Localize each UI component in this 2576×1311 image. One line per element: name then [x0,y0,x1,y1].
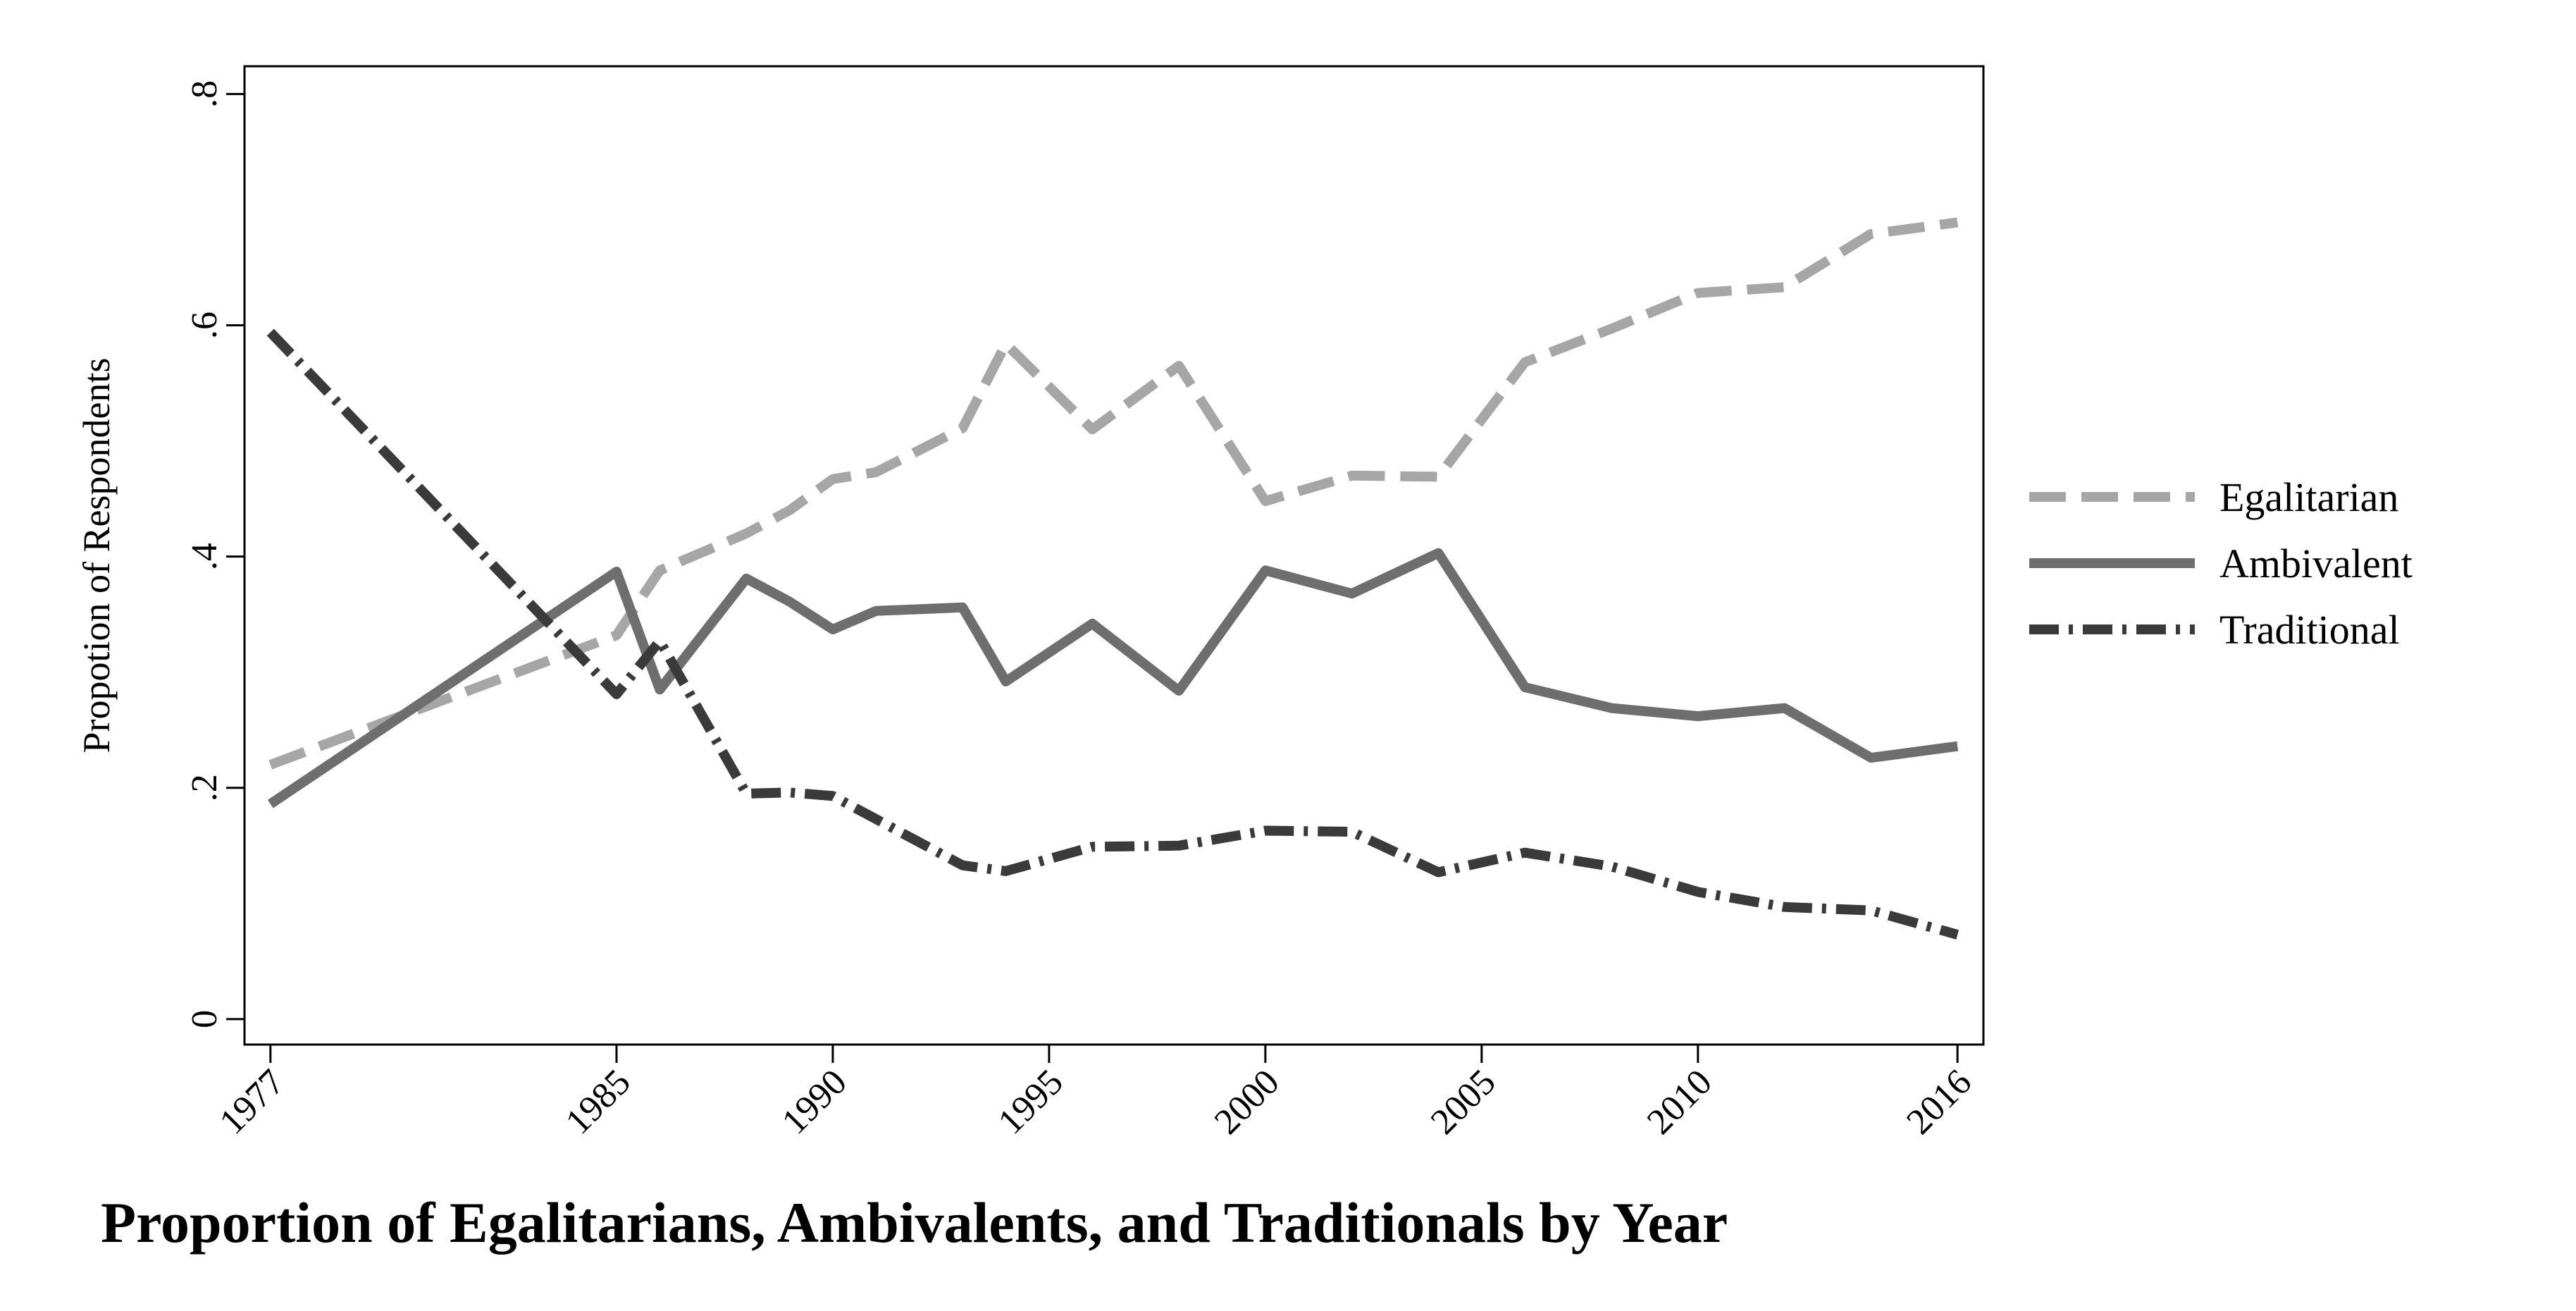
x-tick-label-1990: 1990 [774,1062,855,1143]
x-tick-label-1995: 1995 [991,1062,1071,1143]
y-tick-label-.2: .2 [185,774,225,801]
series-line-egalitarian [268,217,1959,770]
legend-label-ambivalent: Ambivalent [2219,541,2413,586]
y-tick-label-0: 0 [185,1010,225,1028]
y-tick-label-.4: .4 [185,543,225,570]
x-tick-label-1985: 1985 [558,1062,638,1143]
y-axis: 0 .2 .4 .6 .8 [185,80,244,1028]
chart-title: Proportion of Egalitarians, Ambivalents,… [101,1190,1728,1255]
series-line-ambivalent [267,548,1959,808]
y-axis-title: Propotion of Respondents [75,358,118,753]
plot-frame [243,65,1985,1046]
series-line-traditional [266,328,1959,940]
x-tick-label-2010: 2010 [1640,1062,1720,1143]
series-lines [266,217,1959,940]
x-tick-label-1977: 1977 [212,1062,292,1143]
legend-label-egalitarian: Egalitarian [2219,474,2398,520]
y-tick-label-.6: .6 [185,312,225,339]
y-tick-label-.8: .8 [185,80,225,108]
x-tick-label-2000: 2000 [1207,1062,1287,1143]
x-axis: 1977 1985 1990 1995 2000 2005 2010 2016 [212,1045,1979,1142]
x-tick-label-2005: 2005 [1423,1062,1504,1143]
legend: Egalitarian Ambivalent Traditional [2029,474,2413,653]
x-tick-label-2016: 2016 [1899,1062,1979,1143]
legend-label-traditional: Traditional [2219,607,2400,653]
